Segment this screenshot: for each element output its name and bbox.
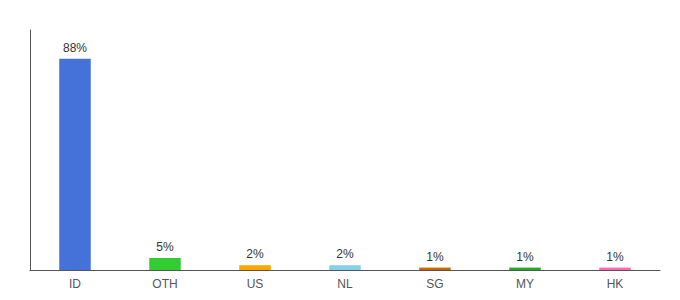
svg-text:1%: 1% (606, 250, 624, 264)
svg-text:2%: 2% (246, 247, 264, 261)
svg-text:SG: SG (426, 277, 443, 291)
svg-text:2%: 2% (336, 247, 354, 261)
svg-text:1%: 1% (426, 250, 444, 264)
svg-text:HK: HK (607, 277, 624, 291)
svg-text:OTH: OTH (152, 277, 177, 291)
svg-text:88%: 88% (63, 41, 87, 55)
svg-text:1%: 1% (516, 250, 534, 264)
svg-text:ID: ID (69, 277, 81, 291)
svg-text:US: US (247, 277, 264, 291)
svg-text:5%: 5% (156, 240, 174, 254)
svg-text:NL: NL (337, 277, 353, 291)
svg-text:MY: MY (516, 277, 534, 291)
